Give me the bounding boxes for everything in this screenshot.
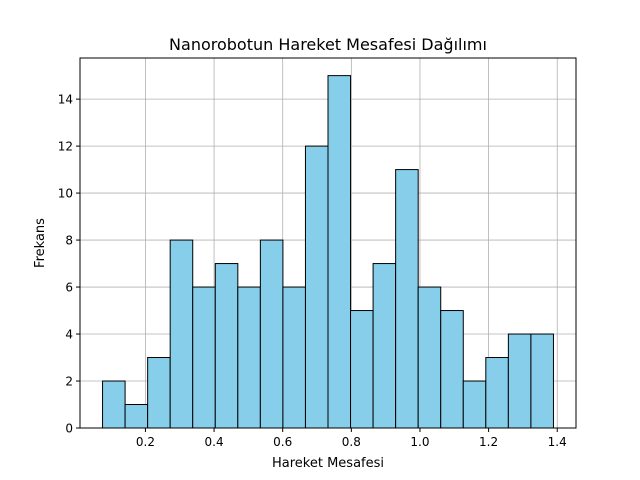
histogram-bar [169,239,194,429]
histogram-bar [192,286,216,429]
y-tick-label: 2 [65,375,73,389]
x-tick-label: 0.4 [205,435,224,449]
x-tick-label: 1.2 [479,435,498,449]
x-tick-label: 0.2 [136,435,155,449]
y-tick-label: 0 [65,422,73,436]
x-tick-label: 0.6 [273,435,292,449]
histogram-bar [372,263,397,429]
y-tick-label: 6 [65,281,73,295]
ticks: 0.2 0.4 0.6 0.8 1.0 1.2 1.4 0 2 4 6 8 10 12 14 [58,93,567,449]
histogram-bar [282,286,306,429]
x-tick-label: 0.8 [342,435,361,449]
x-tick-label: 1.4 [548,435,567,449]
y-tick-label: 10 [58,187,73,201]
histogram-bar [485,357,509,429]
y-tick-label: 12 [58,140,73,154]
histogram-bar [102,380,126,429]
y-tick-label: 4 [65,328,73,342]
y-tick-label: 14 [58,93,73,107]
histogram-bar [395,169,419,429]
histogram-bar [530,333,554,429]
chart-title: Nanorobotun Hareket Mesafesi Dağılımı [169,35,487,54]
plot-frame [79,57,577,429]
histogram-bar [327,75,352,429]
y-tick-label: 8 [65,234,73,248]
y-axis-label: Frekans [33,218,48,268]
x-axis-label: Hareket Mesafesi [272,456,384,471]
histogram-bar [259,239,284,429]
histogram-bar [237,286,261,429]
histogram-bar [147,357,171,429]
x-tick-label: 1.0 [410,435,429,449]
histogram-bar [507,333,532,429]
histogram-bar [417,286,442,429]
bars [102,75,554,429]
histogram-bar [350,310,374,429]
histogram-bar [214,263,239,429]
histogram-bar [440,310,464,429]
histogram-bar [124,404,149,429]
histogram-bar [304,145,329,429]
histogram-bar [462,380,487,429]
